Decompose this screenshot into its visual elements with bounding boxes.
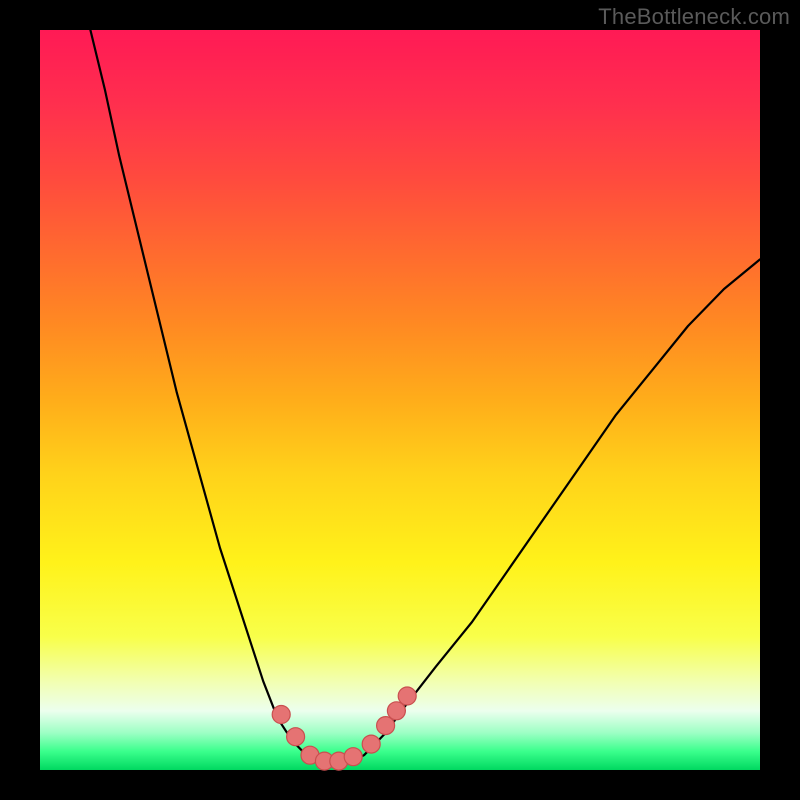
- curve-marker: [377, 717, 395, 735]
- chart-gradient-background: [40, 30, 760, 770]
- curve-marker: [398, 687, 416, 705]
- watermark-text: TheBottleneck.com: [598, 4, 790, 30]
- chart-canvas: TheBottleneck.com: [0, 0, 800, 800]
- curve-marker: [272, 706, 290, 724]
- bottleneck-chart: [0, 0, 800, 800]
- curve-marker: [387, 702, 405, 720]
- curve-marker: [344, 748, 362, 766]
- curve-marker: [362, 735, 380, 753]
- curve-marker: [287, 728, 305, 746]
